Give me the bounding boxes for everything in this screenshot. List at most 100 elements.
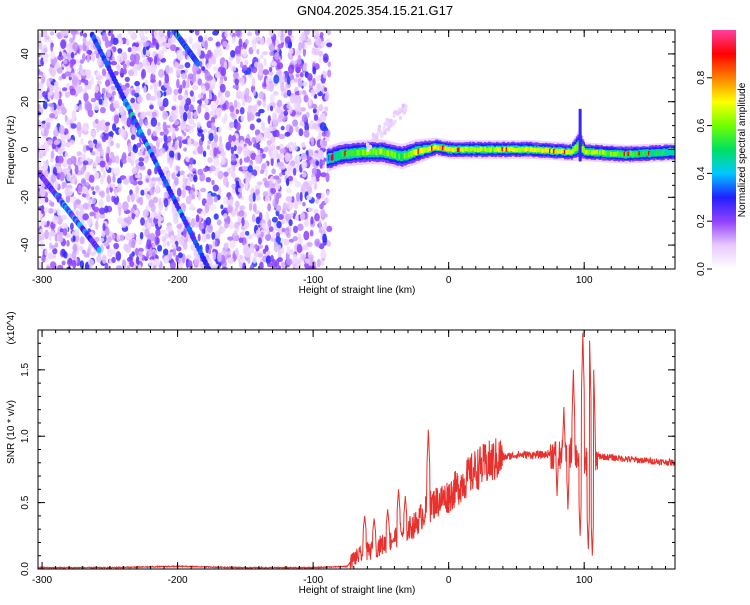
spectrogram-noise-cell (237, 216, 243, 223)
spectrogram-noise-cell (148, 217, 153, 224)
spectrogram-noise-cell (58, 76, 63, 81)
spectrogram-ridge-cell (649, 151, 652, 156)
spectrogram-noise-cell (78, 104, 83, 111)
spectrogram-noise-cell (321, 159, 326, 166)
spectrogram-noise-cell (62, 87, 68, 92)
spectrogram-noise-cell (101, 87, 106, 95)
spectrogram-ridge-cell (512, 147, 515, 152)
spectrogram-ridge-cell (553, 148, 556, 154)
spectrogram-noise-cell (276, 145, 281, 150)
spectrogram-streak-cell (96, 246, 102, 254)
spectrogram-ridge-cell (493, 147, 496, 152)
spectrogram-ridge-cell (523, 147, 526, 152)
spectrogram-noise-cell (166, 240, 170, 247)
spectrogram-noise-cell (135, 185, 139, 194)
spectrogram-noise-cell (198, 93, 204, 99)
spectrogram-ridge-cell (385, 149, 388, 156)
spectrogram-noise-cell (210, 122, 215, 128)
spectrogram-noise-cell (147, 57, 153, 63)
spectrogram-noise-cell (171, 172, 176, 180)
spectrogram-noise-cell (90, 52, 95, 62)
spectrogram-noise-cell (188, 171, 192, 182)
spectrogram-noise-cell (179, 170, 185, 176)
spectrogram-noise-cell (252, 89, 256, 96)
spectrogram-x-label: Height of straight line (km) (299, 285, 416, 296)
spectrogram-noise-cell (81, 249, 86, 254)
spectrogram-ridge-cell (608, 150, 611, 155)
spectrogram-noise-cell (94, 185, 100, 191)
spectrogram-ridge-cell (645, 151, 648, 156)
spectrogram-ridge-cell (615, 152, 618, 157)
spectrogram-noise-cell (64, 187, 70, 197)
spectrogram-noise-cell (76, 161, 82, 166)
spectrogram-ridge-cell (460, 147, 464, 152)
spectrogram-noise-cell (38, 32, 42, 41)
spectrogram-noise-cell (234, 221, 239, 229)
spectrogram-noise-cell (157, 137, 163, 143)
spectrogram-streak-layer (38, 30, 212, 269)
spectrogram-noise-cell (205, 63, 211, 69)
spectrogram-noise-cell (323, 221, 328, 230)
spectrogram-noise-cell (167, 171, 171, 180)
spectrogram-ridge-cell (488, 147, 491, 152)
spectrogram-noise-cell (198, 98, 202, 107)
spectrogram-ridge-cell (489, 148, 492, 153)
spectrogram-noise-cell (242, 165, 248, 171)
spectrogram-noise-cell (136, 64, 142, 71)
spectrogram-ridge-cell (559, 149, 562, 154)
spectrogram-ridge-cell (497, 147, 500, 153)
spectrogram-noise-cell (304, 262, 309, 269)
colorbar-tick-label: 0.4 (696, 166, 707, 180)
spectrogram-noise-cell (50, 105, 54, 113)
spectrogram-noise-cell (274, 129, 280, 138)
spectrogram-noise-cell (106, 92, 112, 98)
spectrogram-noise-cell (143, 59, 150, 69)
spectrogram-ridge-cell (372, 148, 375, 154)
spectrogram-noise-cell (149, 187, 155, 196)
spectrogram-ridge-cell (498, 147, 501, 152)
spectrogram-noise-cell (312, 108, 317, 114)
snr-background (38, 330, 675, 569)
spectrogram-noise-cell (226, 250, 231, 256)
spectrogram-ridge-cell (394, 152, 397, 159)
spectrogram-noise-cell (231, 171, 236, 179)
spectrogram-noise-cell (102, 170, 106, 179)
spectrogram-ridge-cell (481, 146, 484, 152)
spectrogram-noise-cell (287, 175, 294, 182)
spectrogram-noise-cell (296, 243, 303, 254)
spectrogram-noise-cell (218, 95, 226, 105)
spectrogram-noise-cell (210, 102, 217, 111)
spectrogram-noise-cell (202, 150, 207, 157)
spectrogram-noise-cell (214, 171, 219, 177)
spectrogram-noise-cell (278, 214, 284, 220)
spectrogram-noise-cell (223, 171, 229, 177)
spectrogram-ridge-cell (501, 147, 504, 152)
spectrogram-noise-cell (64, 91, 71, 98)
spectrogram-ridge-cell (531, 147, 534, 152)
spectrogram-ridge-cell (490, 146, 493, 151)
spectrogram-ridge-cell (666, 150, 670, 155)
spectrogram-noise-cell (44, 196, 49, 203)
spectrogram-noise-cell (271, 216, 278, 223)
spectrogram-noise-cell (224, 30, 229, 38)
spectrogram-ridge-cell (401, 153, 404, 160)
spectrogram-noise-cell (237, 145, 242, 155)
spectrogram-noise-cell (127, 47, 132, 53)
spectrogram-noise-cell (259, 261, 264, 269)
spectrogram-noise-cell (190, 243, 196, 251)
spectrogram-noise-cell (80, 137, 84, 146)
spectrogram-ridge-cell (630, 151, 633, 156)
spectrogram-noise-cell (134, 264, 138, 269)
spectrogram-noise-cell (161, 236, 167, 242)
spectrogram-noise-cell (147, 128, 152, 136)
spectrogram-noise-cell (163, 133, 168, 143)
spectrogram-noise-cell (213, 196, 218, 203)
spectrogram-noise-cell (264, 166, 268, 177)
spectrogram-noise-cell (57, 109, 62, 115)
spectrogram-noise-cell (92, 197, 97, 205)
spectrogram-noise-cell (288, 144, 294, 152)
spectrogram-noise-cell (244, 87, 250, 97)
spectrogram-noise-cell (242, 64, 248, 71)
spectrogram-noise-cell (303, 62, 307, 72)
spectrogram-noise-cell (296, 155, 302, 161)
